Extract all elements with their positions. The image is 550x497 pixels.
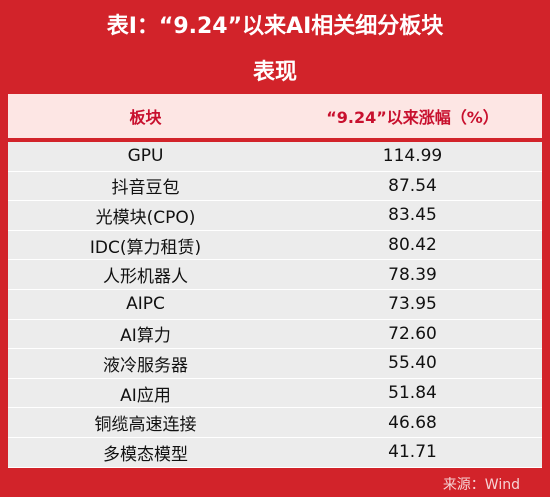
sector-cell: AI算力 xyxy=(120,326,171,347)
sector-cell: AI应用 xyxy=(120,385,171,406)
table-row: 光模块(CPO) 83.45 xyxy=(8,201,542,231)
table-row: 抖音豆包 87.54 xyxy=(8,172,542,202)
table-row: IDC(算力租赁) 80.42 xyxy=(8,231,542,261)
title-line: 表Ⅰ：“9.24”以来AI相关细分板块 xyxy=(106,14,444,39)
table-body: GPU 114.99 抖音豆包 87.54 光模块(CPO) 83.45 IDC(算力租赁)… xyxy=(8,142,542,468)
sector-cell: GPU xyxy=(127,146,164,167)
sector-cell: IDC(算力租赁) xyxy=(89,237,202,258)
sector-cell: 液冷服务器 xyxy=(103,355,188,376)
table-row: 液冷服务器 55.40 xyxy=(8,349,542,379)
gain-cell: 78.39 xyxy=(388,264,437,285)
table-header: 板块 “9.24”以来涨幅（%） xyxy=(8,94,542,138)
gain-cell: 55.40 xyxy=(388,353,437,374)
table-row: 多模态模型 41.71 xyxy=(8,438,542,468)
table-row: 铜缆高速连接 46.68 xyxy=(8,408,542,438)
sector-cell: 铜缆高速连接 xyxy=(94,415,197,436)
gain-cell: 83.45 xyxy=(388,205,437,226)
table-row: GPU 114.99 xyxy=(8,142,542,172)
sector-cell: 人形机器人 xyxy=(103,267,188,288)
sector-cell: AIPC xyxy=(126,294,165,315)
gain-cell: 114.99 xyxy=(382,146,443,167)
gain-cell: 73.95 xyxy=(388,294,437,315)
gain-cell: 72.60 xyxy=(388,323,437,344)
title-line: 表现 xyxy=(252,60,297,85)
gain-cell: 41.71 xyxy=(388,442,437,463)
sector-cell: 光模块(CPO) xyxy=(95,207,196,228)
source-note: 来源：Wind xyxy=(442,477,520,493)
table-row: AI算力 72.60 xyxy=(8,320,542,350)
gain-cell: 51.84 xyxy=(388,383,437,404)
table-row: AI应用 51.84 xyxy=(8,379,542,409)
table-row: AIPC 73.95 xyxy=(8,290,542,320)
gain-cell: 80.42 xyxy=(388,235,437,256)
sector-cell: 抖音豆包 xyxy=(111,178,180,199)
sector-cell: 多模态模型 xyxy=(103,444,188,465)
gain-cell: 87.54 xyxy=(388,175,437,196)
column-header: 板块 xyxy=(129,108,162,127)
table-row: 人形机器人 78.39 xyxy=(8,260,542,290)
gain-cell: 46.68 xyxy=(388,412,437,433)
column-header: “9.24”以来涨幅（%） xyxy=(326,108,499,127)
